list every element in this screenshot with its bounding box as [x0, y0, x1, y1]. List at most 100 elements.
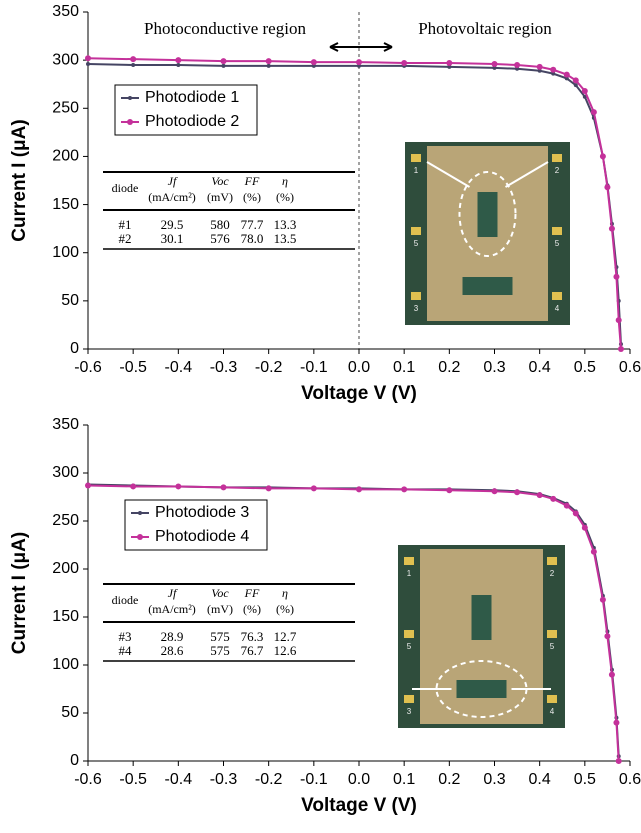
table-header: diode: [112, 593, 139, 607]
x-tick-label: -0.1: [300, 771, 328, 788]
data-point: [311, 485, 317, 491]
y-tick-label: 300: [52, 464, 79, 481]
x-tick-label: 0.3: [483, 771, 505, 788]
table-cell: 12.7: [274, 629, 297, 644]
table-header: Voc: [211, 586, 229, 600]
table-cell: 13.5: [274, 231, 297, 246]
inset-pad: [472, 595, 492, 640]
table-header: FF: [244, 586, 260, 600]
inset-label: 2: [550, 569, 555, 578]
y-tick-label: 150: [52, 608, 79, 625]
x-tick-label: 0.1: [393, 359, 415, 376]
x-tick-label: 0.1: [393, 771, 415, 788]
data-point: [446, 60, 452, 66]
inset-contact: [552, 227, 562, 235]
table-cell: 76.7: [241, 643, 264, 658]
inset-contact: [404, 630, 414, 638]
legend-marker: [127, 119, 133, 125]
x-tick-label: 0.5: [574, 359, 596, 376]
inset-label: 3: [407, 707, 412, 716]
table-header-unit: (mV): [207, 602, 233, 616]
data-point: [131, 63, 135, 67]
table-header-unit: (%): [243, 190, 261, 204]
data-point: [537, 64, 543, 70]
inset-contact: [404, 695, 414, 703]
inset-contact: [411, 292, 421, 300]
data-point: [130, 56, 136, 62]
data-point: [401, 486, 407, 492]
x-tick-label: 0.6: [619, 359, 641, 376]
table-cell: 28.9: [161, 629, 184, 644]
table-header: diode: [112, 181, 139, 195]
y-tick-label: 300: [52, 51, 79, 68]
data-point: [550, 496, 556, 502]
x-tick-label: 0.0: [348, 359, 370, 376]
y-tick-label: 250: [52, 100, 79, 117]
y-tick-label: 0: [70, 752, 79, 769]
x-tick-label: 0.4: [529, 359, 551, 376]
data-point: [609, 226, 615, 232]
x-tick-label: 0.3: [483, 359, 505, 376]
inset-contact: [547, 695, 557, 703]
x-tick-label: -0.5: [119, 771, 147, 788]
y-tick-label: 150: [52, 196, 79, 213]
table-header: Voc: [211, 174, 229, 188]
inset-label: 5: [407, 642, 412, 651]
data-point: [604, 184, 610, 190]
y-tick-label: 50: [61, 292, 79, 309]
data-point: [514, 489, 520, 495]
annotation: Photovoltaic region: [418, 19, 552, 38]
x-tick-label: 0.2: [438, 771, 460, 788]
data-point: [600, 153, 606, 159]
x-axis-label: Voltage V (V): [301, 795, 417, 816]
x-tick-label: 0.4: [529, 771, 551, 788]
y-axis-label: Current I (μA): [9, 532, 30, 654]
x-tick-label: -0.2: [255, 359, 283, 376]
table-cell: 78.0: [241, 231, 264, 246]
data-point: [85, 482, 91, 488]
data-point: [604, 633, 610, 639]
table-header: η: [282, 174, 288, 188]
table-header-unit: (%): [243, 602, 261, 616]
table-header-unit: (%): [276, 190, 294, 204]
x-tick-label: 0.5: [574, 771, 596, 788]
table-cell: 575: [210, 629, 230, 644]
data-point: [514, 62, 520, 68]
data-point: [550, 67, 556, 73]
inset-label: 1: [414, 166, 419, 175]
y-tick-label: 250: [52, 512, 79, 529]
y-axis-label: Current I (μA): [9, 119, 30, 241]
table-cell: #1: [119, 217, 132, 232]
data-point: [492, 61, 498, 67]
table-cell: 580: [210, 217, 230, 232]
table-cell: 30.1: [161, 231, 184, 246]
x-tick-label: -0.1: [300, 359, 328, 376]
data-point: [221, 484, 227, 490]
inset-contact: [404, 557, 414, 565]
x-tick-label: 0.2: [438, 359, 460, 376]
inset-label: 5: [555, 239, 560, 248]
data-point: [609, 672, 615, 678]
data-point: [222, 64, 226, 68]
y-tick-label: 100: [52, 244, 79, 261]
inset-contact: [547, 557, 557, 565]
x-tick-label: 0.6: [619, 771, 641, 788]
inset-label: 4: [555, 304, 560, 313]
inset-contact: [547, 630, 557, 638]
data-point: [600, 597, 606, 603]
y-tick-label: 100: [52, 656, 79, 673]
inset-contact: [411, 154, 421, 162]
inset-label: 5: [550, 642, 555, 651]
table-cell: #4: [119, 643, 133, 658]
y-tick-label: 200: [52, 148, 79, 165]
table-cell: #2: [119, 231, 132, 246]
inset-pad: [457, 680, 507, 698]
table-cell: 76.3: [241, 629, 264, 644]
data-point: [616, 758, 622, 764]
table-header: η: [282, 586, 288, 600]
x-tick-label: -0.4: [165, 771, 193, 788]
table-cell: 576: [210, 231, 230, 246]
data-point: [613, 274, 619, 280]
x-tick-label: -0.3: [210, 359, 238, 376]
x-axis-label: Voltage V (V): [301, 383, 417, 404]
